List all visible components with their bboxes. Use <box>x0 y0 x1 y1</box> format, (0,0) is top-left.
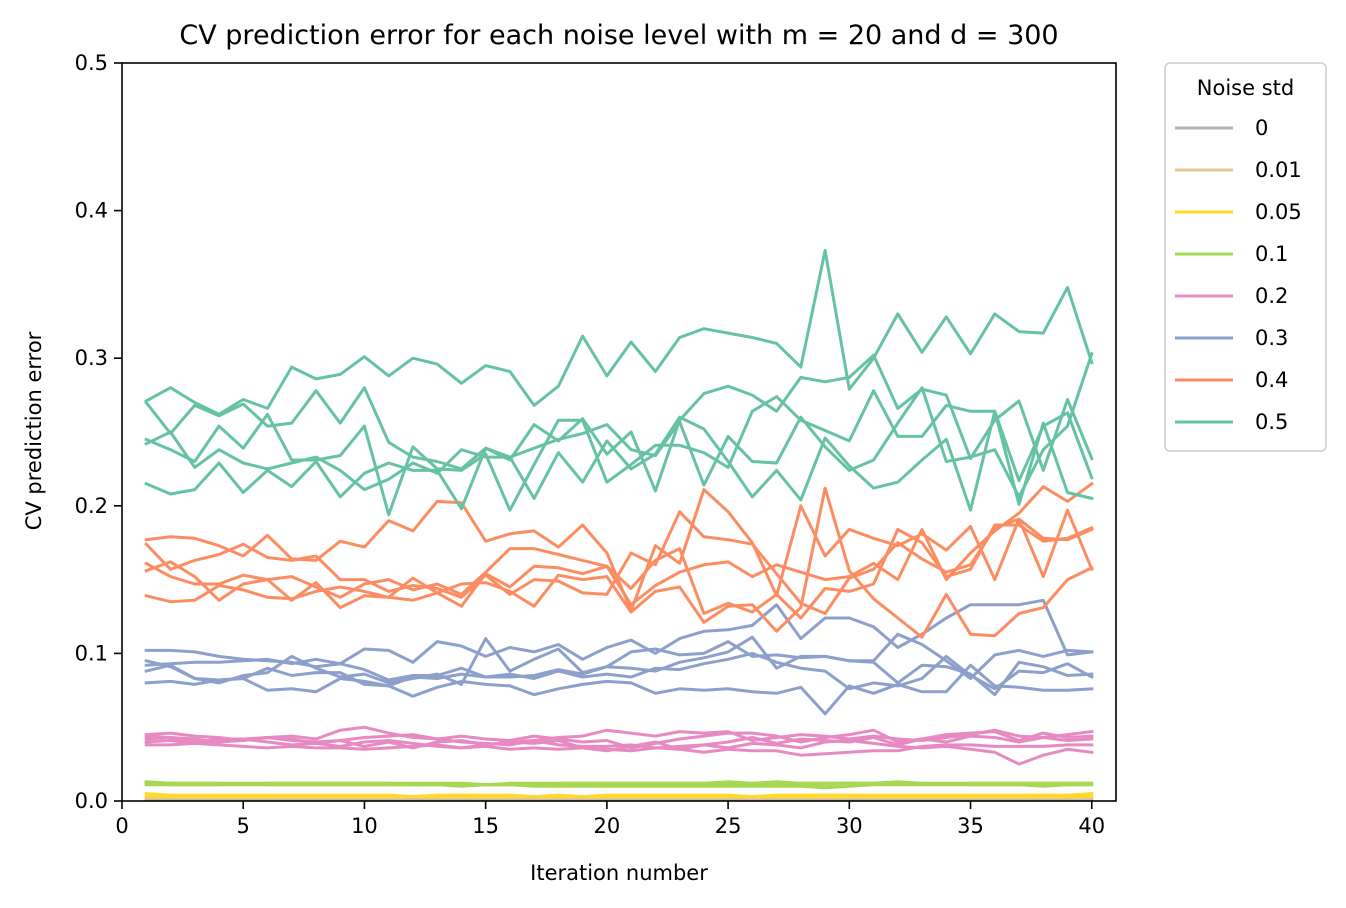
plot-frame <box>121 62 1117 802</box>
series-line-0.5-run-5 <box>144 409 1094 512</box>
series-line-0.4-run-2 <box>144 510 1094 615</box>
series-line-0.2-run-5 <box>144 741 1094 757</box>
y-tick-label: 0.2 <box>75 494 108 518</box>
legend-box <box>1164 62 1327 452</box>
y-tick-label: 0.0 <box>75 789 108 813</box>
series-line-0.5-run-1 <box>144 249 1094 416</box>
series-line-0.1-run-4 <box>144 781 1094 790</box>
x-tick-label: 40 <box>1078 814 1105 838</box>
legend: Noise std 0 0.01 0.05 0.1 0.2 0.3 0.4 0.5 <box>1164 62 1327 452</box>
x-tick-label: 5 <box>237 814 250 838</box>
y-axis: 0.0 0.1 0.2 0.3 0.4 0.5 <box>75 51 122 813</box>
x-tick-label: 25 <box>715 814 742 838</box>
x-tick-label: 20 <box>594 814 621 838</box>
y-tick-label: 0.3 <box>75 346 108 370</box>
series-line-0.4-run-5 <box>144 486 1094 639</box>
x-tick-label: 15 <box>472 814 499 838</box>
y-tick-label: 0.1 <box>75 641 108 665</box>
series-line-0.5-run-2 <box>144 353 1094 493</box>
legend-label-0.5: 0.5 <box>1255 410 1288 434</box>
chart-title: CV prediction error for each noise level… <box>179 20 1058 51</box>
x-axis-label: Iteration number <box>530 861 708 885</box>
x-axis: 0 5 10 15 20 25 30 35 40 <box>115 801 1105 838</box>
y-tick-label: 0.4 <box>75 199 108 223</box>
series-line-0.3-run-5 <box>144 663 1094 716</box>
legend-label-0.01: 0.01 <box>1255 158 1302 182</box>
series-line-0.4-run-4 <box>144 481 1094 610</box>
series-line-0.3-run-1 <box>144 598 1094 669</box>
legend-title: Noise std <box>1197 76 1294 100</box>
legend-label-0.05: 0.05 <box>1255 200 1302 224</box>
series-line-0.5-run-4 <box>144 351 1094 499</box>
x-tick-label: 35 <box>957 814 984 838</box>
legend-label-0.2: 0.2 <box>1255 284 1288 308</box>
series-line-0.3-run-4 <box>144 651 1094 691</box>
legend-label-0.1: 0.1 <box>1255 242 1288 266</box>
y-tick-label: 0.5 <box>75 51 108 75</box>
x-tick-label: 10 <box>351 814 378 838</box>
data-layer <box>144 249 1094 801</box>
x-tick-label: 30 <box>836 814 863 838</box>
series-line-0.4-run-3 <box>144 523 1094 620</box>
x-tick-label: 0 <box>115 814 128 838</box>
legend-label-0.4: 0.4 <box>1255 368 1288 392</box>
legend-label-0.3: 0.3 <box>1255 326 1288 350</box>
y-axis-label: CV prediction error <box>22 331 46 530</box>
legend-label-0: 0 <box>1255 116 1268 140</box>
